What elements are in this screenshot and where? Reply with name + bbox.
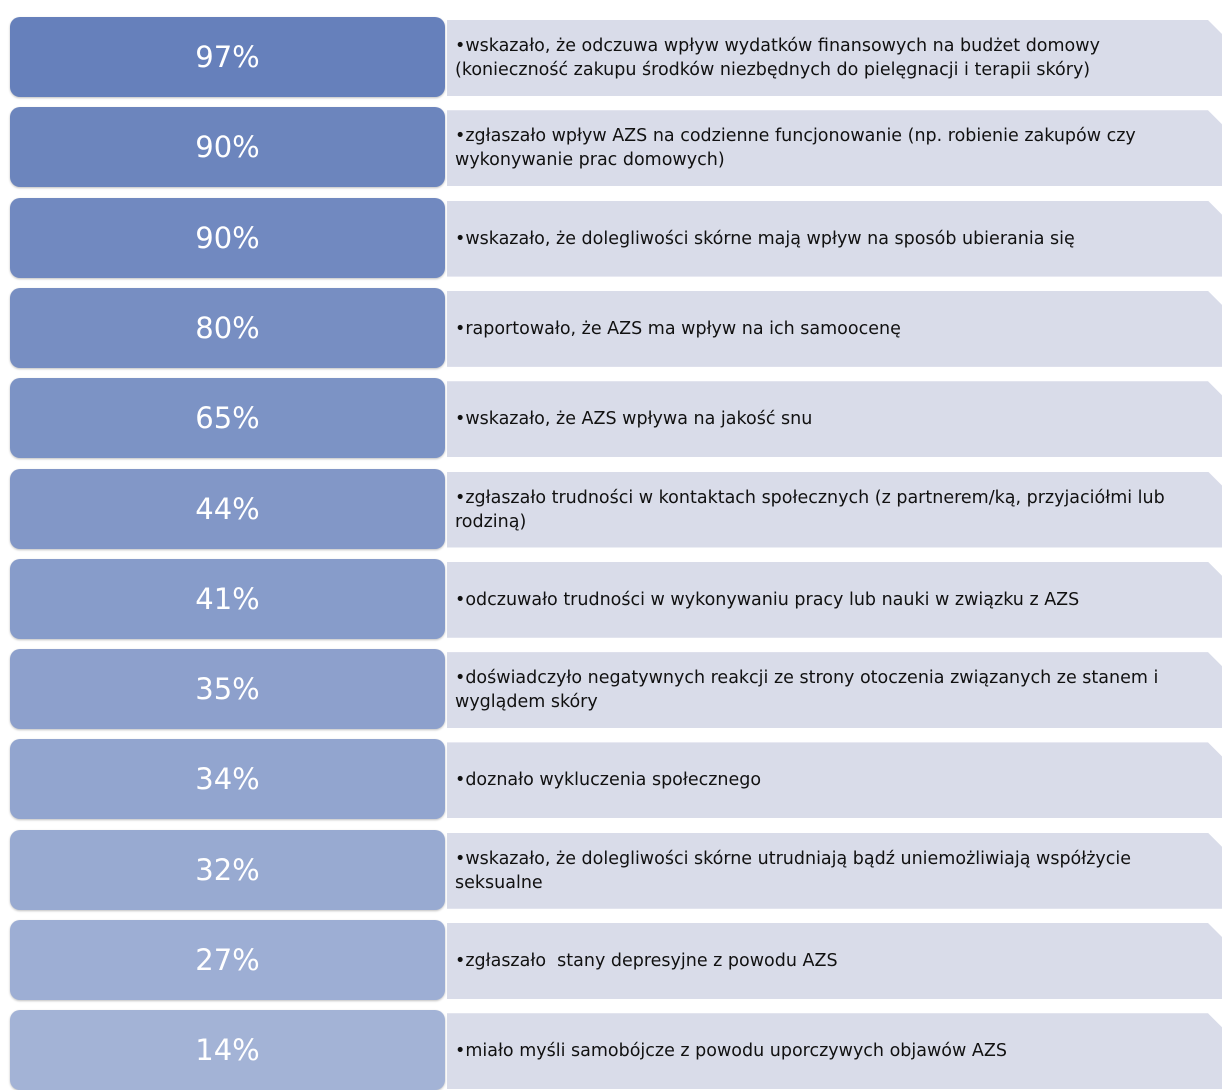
percent-box: 32%	[10, 829, 445, 910]
description: •zgłaszało wpływ AZS na codzienne funcjo…	[447, 110, 1222, 186]
list-item: 80% •raportowało, że AZS ma wpływ na ich …	[0, 287, 1225, 368]
description: •raportowało, że AZS ma wpływ na ich sam…	[447, 291, 1222, 367]
list-item: 90% •wskazało, że dolegliwości skórne maj…	[0, 197, 1225, 278]
description: •zgłaszało trudności w kontaktach społec…	[447, 472, 1222, 548]
list-item: 14% •miało myśli samobójcze z powodu upor…	[0, 1010, 1225, 1090]
description: •wskazało, że dolegliwości skórne mają w…	[447, 201, 1222, 277]
description: •doznało wykluczenia społecznego	[447, 742, 1222, 818]
description: •zgłaszało stany depresyjne z powodu AZS	[447, 923, 1222, 999]
description: •doświadczyło negatywnych reakcji ze str…	[447, 652, 1222, 728]
description: •wskazało, że dolegliwości skórne utrudn…	[447, 833, 1222, 909]
description: •odczuwało trudności w wykonywaniu pracy…	[447, 562, 1222, 638]
list-item: 65% •wskazało, że AZS wpływa na jakość sn…	[0, 378, 1225, 459]
list-item: 97% •wskazało, że odczuwa wpływ wydatków …	[0, 17, 1225, 97]
list-item: 27% •zgłaszało stany depresyjne z powodu …	[0, 920, 1225, 1000]
percent-box: 27%	[10, 920, 445, 1000]
list-item: 34% •doznało wykluczenia społecznego	[0, 739, 1225, 820]
list-item: 41% •odczuwało trudności w wykonywaniu pr…	[0, 558, 1225, 639]
percent-box: 80%	[10, 287, 445, 368]
percent-box: 90%	[10, 197, 445, 278]
description: •wskazało, że odczuwa wpływ wydatków fin…	[447, 20, 1222, 96]
list-item: 35% •doświadczyło negatywnych reakcji ze …	[0, 649, 1225, 730]
percent-box: 97%	[10, 17, 445, 97]
percent-box: 90%	[10, 107, 445, 188]
description: •miało myśli samobójcze z powodu uporczy…	[447, 1013, 1222, 1089]
list-item: 32% •wskazało, że dolegliwości skórne utr…	[0, 829, 1225, 910]
percent-box: 35%	[10, 649, 445, 730]
list-item: 90% •zgłaszało wpływ AZS na codzienne fun…	[0, 107, 1225, 188]
list-item: 44% •zgłaszało trudności w kontaktach spo…	[0, 468, 1225, 549]
percent-box: 34%	[10, 739, 445, 820]
percent-box: 44%	[10, 468, 445, 549]
description: •wskazało, że AZS wpływa na jakość snu	[447, 381, 1222, 457]
percent-box: 14%	[10, 1010, 445, 1090]
percent-box: 65%	[10, 378, 445, 459]
percent-box: 41%	[10, 558, 445, 639]
